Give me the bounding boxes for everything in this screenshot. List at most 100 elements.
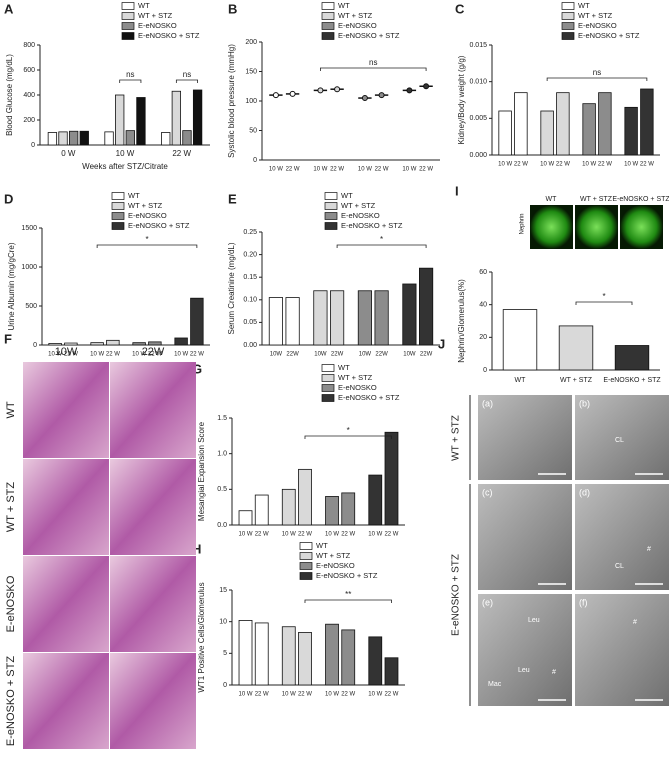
x-tick-label: 10 W [90, 352, 104, 358]
legend-swatch [324, 192, 338, 200]
micrograph [23, 653, 109, 749]
x-tick-label: 10 W [116, 149, 135, 158]
legend-swatch [324, 212, 338, 220]
bar [313, 290, 328, 346]
group-label: E-eNOSKO + STZ [451, 554, 462, 636]
significance-bracket [175, 79, 199, 83]
legend-label: E-eNOSKO [338, 21, 377, 30]
y-tick-label: 0.25 [243, 229, 257, 236]
bar [640, 88, 654, 156]
mean-dot [317, 87, 324, 94]
x-tick-label: 10 W [624, 162, 638, 168]
y-tick-label: 200 [23, 117, 35, 124]
x-tick-label: 22 W [341, 692, 355, 698]
significance-bracket [320, 67, 427, 71]
x-tick-label: WT [515, 377, 527, 384]
significance-label: ns [593, 68, 601, 77]
x-tick-label: 10 W [174, 352, 188, 358]
legend-label: E-eNOSKO + STZ [578, 31, 640, 40]
image-title: WT + STZ [580, 196, 613, 203]
y-tick-label: 0.005 [469, 115, 487, 122]
tile-note: # [633, 619, 637, 626]
stain-label: Nephrin [520, 213, 526, 234]
x-tick-label: 22 W [255, 532, 269, 538]
y-tick-label: 0.5 [217, 486, 227, 493]
bar [125, 130, 135, 146]
x-tick-label: 22 W [255, 692, 269, 698]
micrograph [110, 556, 196, 652]
legend-label: E-eNOSKO + STZ [338, 31, 400, 40]
legend-label: E-eNOSKO + STZ [316, 571, 378, 580]
mean-dot [361, 95, 368, 102]
legend-label: E-eNOSKO + STZ [338, 393, 400, 402]
panel-letter: C [455, 1, 465, 16]
bar [47, 132, 58, 146]
tile-note: # [647, 546, 651, 553]
y-tick-label: 15 [219, 587, 227, 594]
legend-swatch [321, 2, 335, 10]
bar [325, 496, 339, 526]
legend-swatch [299, 542, 313, 550]
significance-label: ns [369, 58, 377, 67]
bar [558, 325, 594, 371]
x-tick-label: 22 W [330, 167, 344, 173]
bar [374, 290, 389, 346]
legend-label: WT [316, 541, 328, 550]
bar [540, 110, 554, 156]
tile-label: (b) [579, 398, 590, 408]
y-tick-label: 5 [223, 650, 227, 657]
y-tick-label: 0 [33, 342, 37, 349]
legend-swatch [561, 12, 575, 20]
legend-label: E-eNOSKO [316, 561, 355, 570]
bar [598, 92, 612, 156]
bar [238, 510, 253, 526]
legend-swatch [321, 364, 335, 372]
x-tick-label: 22 W [341, 532, 355, 538]
y-tick-label: 0 [253, 157, 257, 164]
x-tick-label: 10 W [582, 162, 596, 168]
x-tick-label: 10 W [540, 162, 554, 168]
x-tick-label: 10 W [282, 692, 296, 698]
y-tick-label: 0.00 [243, 342, 257, 349]
legend-swatch [121, 12, 135, 20]
x-tick-label: 10 W [358, 167, 372, 173]
legend-label: WT + STZ [128, 201, 163, 210]
bar [502, 309, 538, 371]
mean-dot [423, 83, 430, 90]
x-tick-label: 22 W [190, 352, 204, 358]
legend-label: WT + STZ [338, 373, 373, 382]
significance-bracket [336, 244, 427, 248]
legend-swatch [324, 202, 338, 210]
y-tick-label: 0.015 [469, 42, 487, 49]
y-tick-label: 150 [245, 68, 257, 75]
y-tick-label: 0.10 [243, 297, 257, 304]
panel-letter: I [455, 183, 459, 198]
x-tick-label: 22 W [106, 352, 120, 358]
x-tick-label: 22W [286, 352, 299, 358]
bar [254, 622, 269, 686]
x-tick-label: 22 W [384, 692, 398, 698]
legend-label: WT [128, 191, 140, 200]
legend-swatch [321, 32, 335, 40]
x-tick-label: 10 W [269, 167, 283, 173]
legend-label: E-eNOSKO [578, 21, 617, 30]
bar [402, 283, 417, 346]
y-tick-label: 60 [479, 269, 487, 276]
x-tick-label: 22 W [640, 162, 654, 168]
legend-swatch [299, 572, 313, 580]
y-axis-label: Nephrin/Glomerulus(%) [457, 279, 466, 363]
legend-swatch [321, 374, 335, 382]
micrograph [110, 362, 196, 458]
y-tick-label: 0.20 [243, 251, 257, 258]
x-tick-label: 0 W [61, 149, 76, 158]
image-title: E-eNOSKO + STZ [612, 196, 669, 203]
x-tick-label: 10 W [239, 692, 253, 698]
x-tick-label: 10W [403, 352, 416, 358]
y-axis-label: Kidney/Body weight (g/g) [457, 55, 466, 144]
mean-dot [334, 86, 341, 93]
y-axis-label: Blood Glucose (mg/dL) [5, 54, 14, 136]
legend-label: WT + STZ [138, 11, 173, 20]
bar [104, 131, 114, 146]
bar [419, 267, 434, 346]
x-tick-label: 10 W [325, 692, 339, 698]
